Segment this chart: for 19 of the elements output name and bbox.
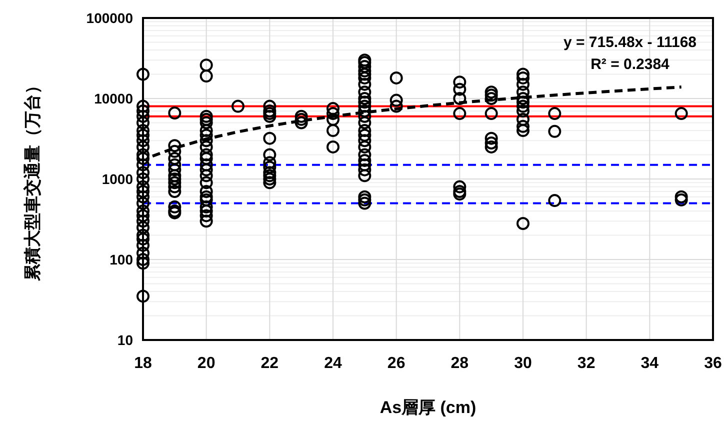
x-tick-label: 22 [260,355,279,372]
annotation: R² = 0.2384 [590,56,670,73]
y-tick-label: 1000 [102,171,134,187]
y-tick-label: 10 [117,332,134,348]
y-tick-label: 100 [110,252,134,268]
x-tick-label: 34 [640,355,659,372]
y-axis-title: 累積大型車交通量（万台） [23,77,42,282]
y-tick-label: 10000 [94,90,134,106]
x-tick-label: 30 [514,355,532,372]
x-tick-label: 36 [704,355,722,372]
x-tick-label: 32 [577,355,596,372]
x-tick-label: 26 [387,355,406,372]
x-tick-label: 18 [134,355,152,372]
x-tick-label: 24 [324,355,342,372]
x-tick-label: 20 [197,355,216,372]
x-tick-label: 28 [450,355,469,372]
y-tick-label: 100000 [86,10,134,26]
annotation: y = 715.48x - 11168 [563,34,697,51]
x-axis-title: As層厚 (cm) [380,398,476,417]
